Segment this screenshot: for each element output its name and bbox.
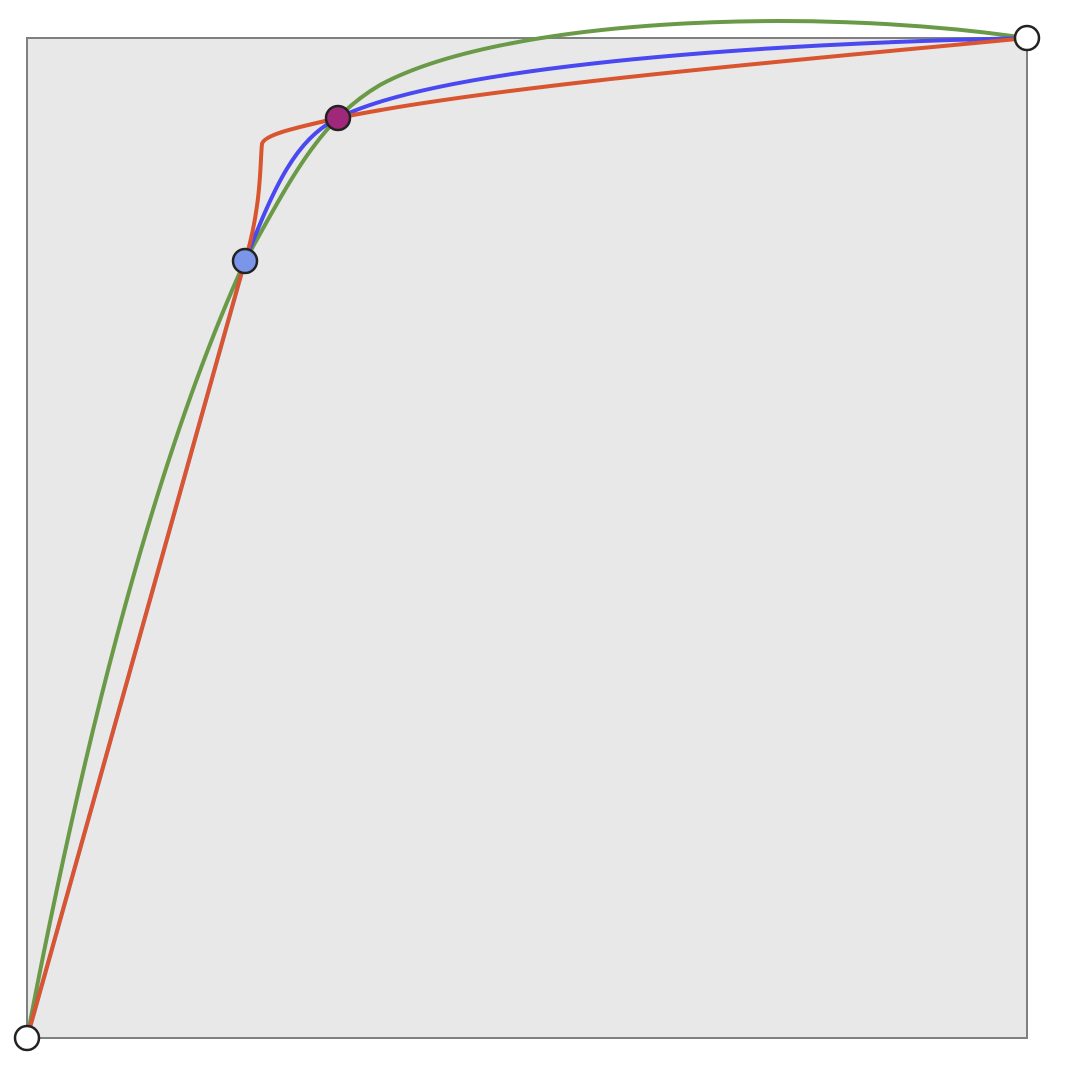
end-handle[interactable]: [1013, 24, 1041, 52]
plot-area: [26, 37, 1028, 1039]
blue-curve: [25, 36, 1029, 1040]
green-curve: [25, 19, 1029, 1040]
control-handle[interactable]: [231, 247, 259, 275]
control-handle[interactable]: [324, 104, 352, 132]
end-handle[interactable]: [13, 1024, 41, 1052]
